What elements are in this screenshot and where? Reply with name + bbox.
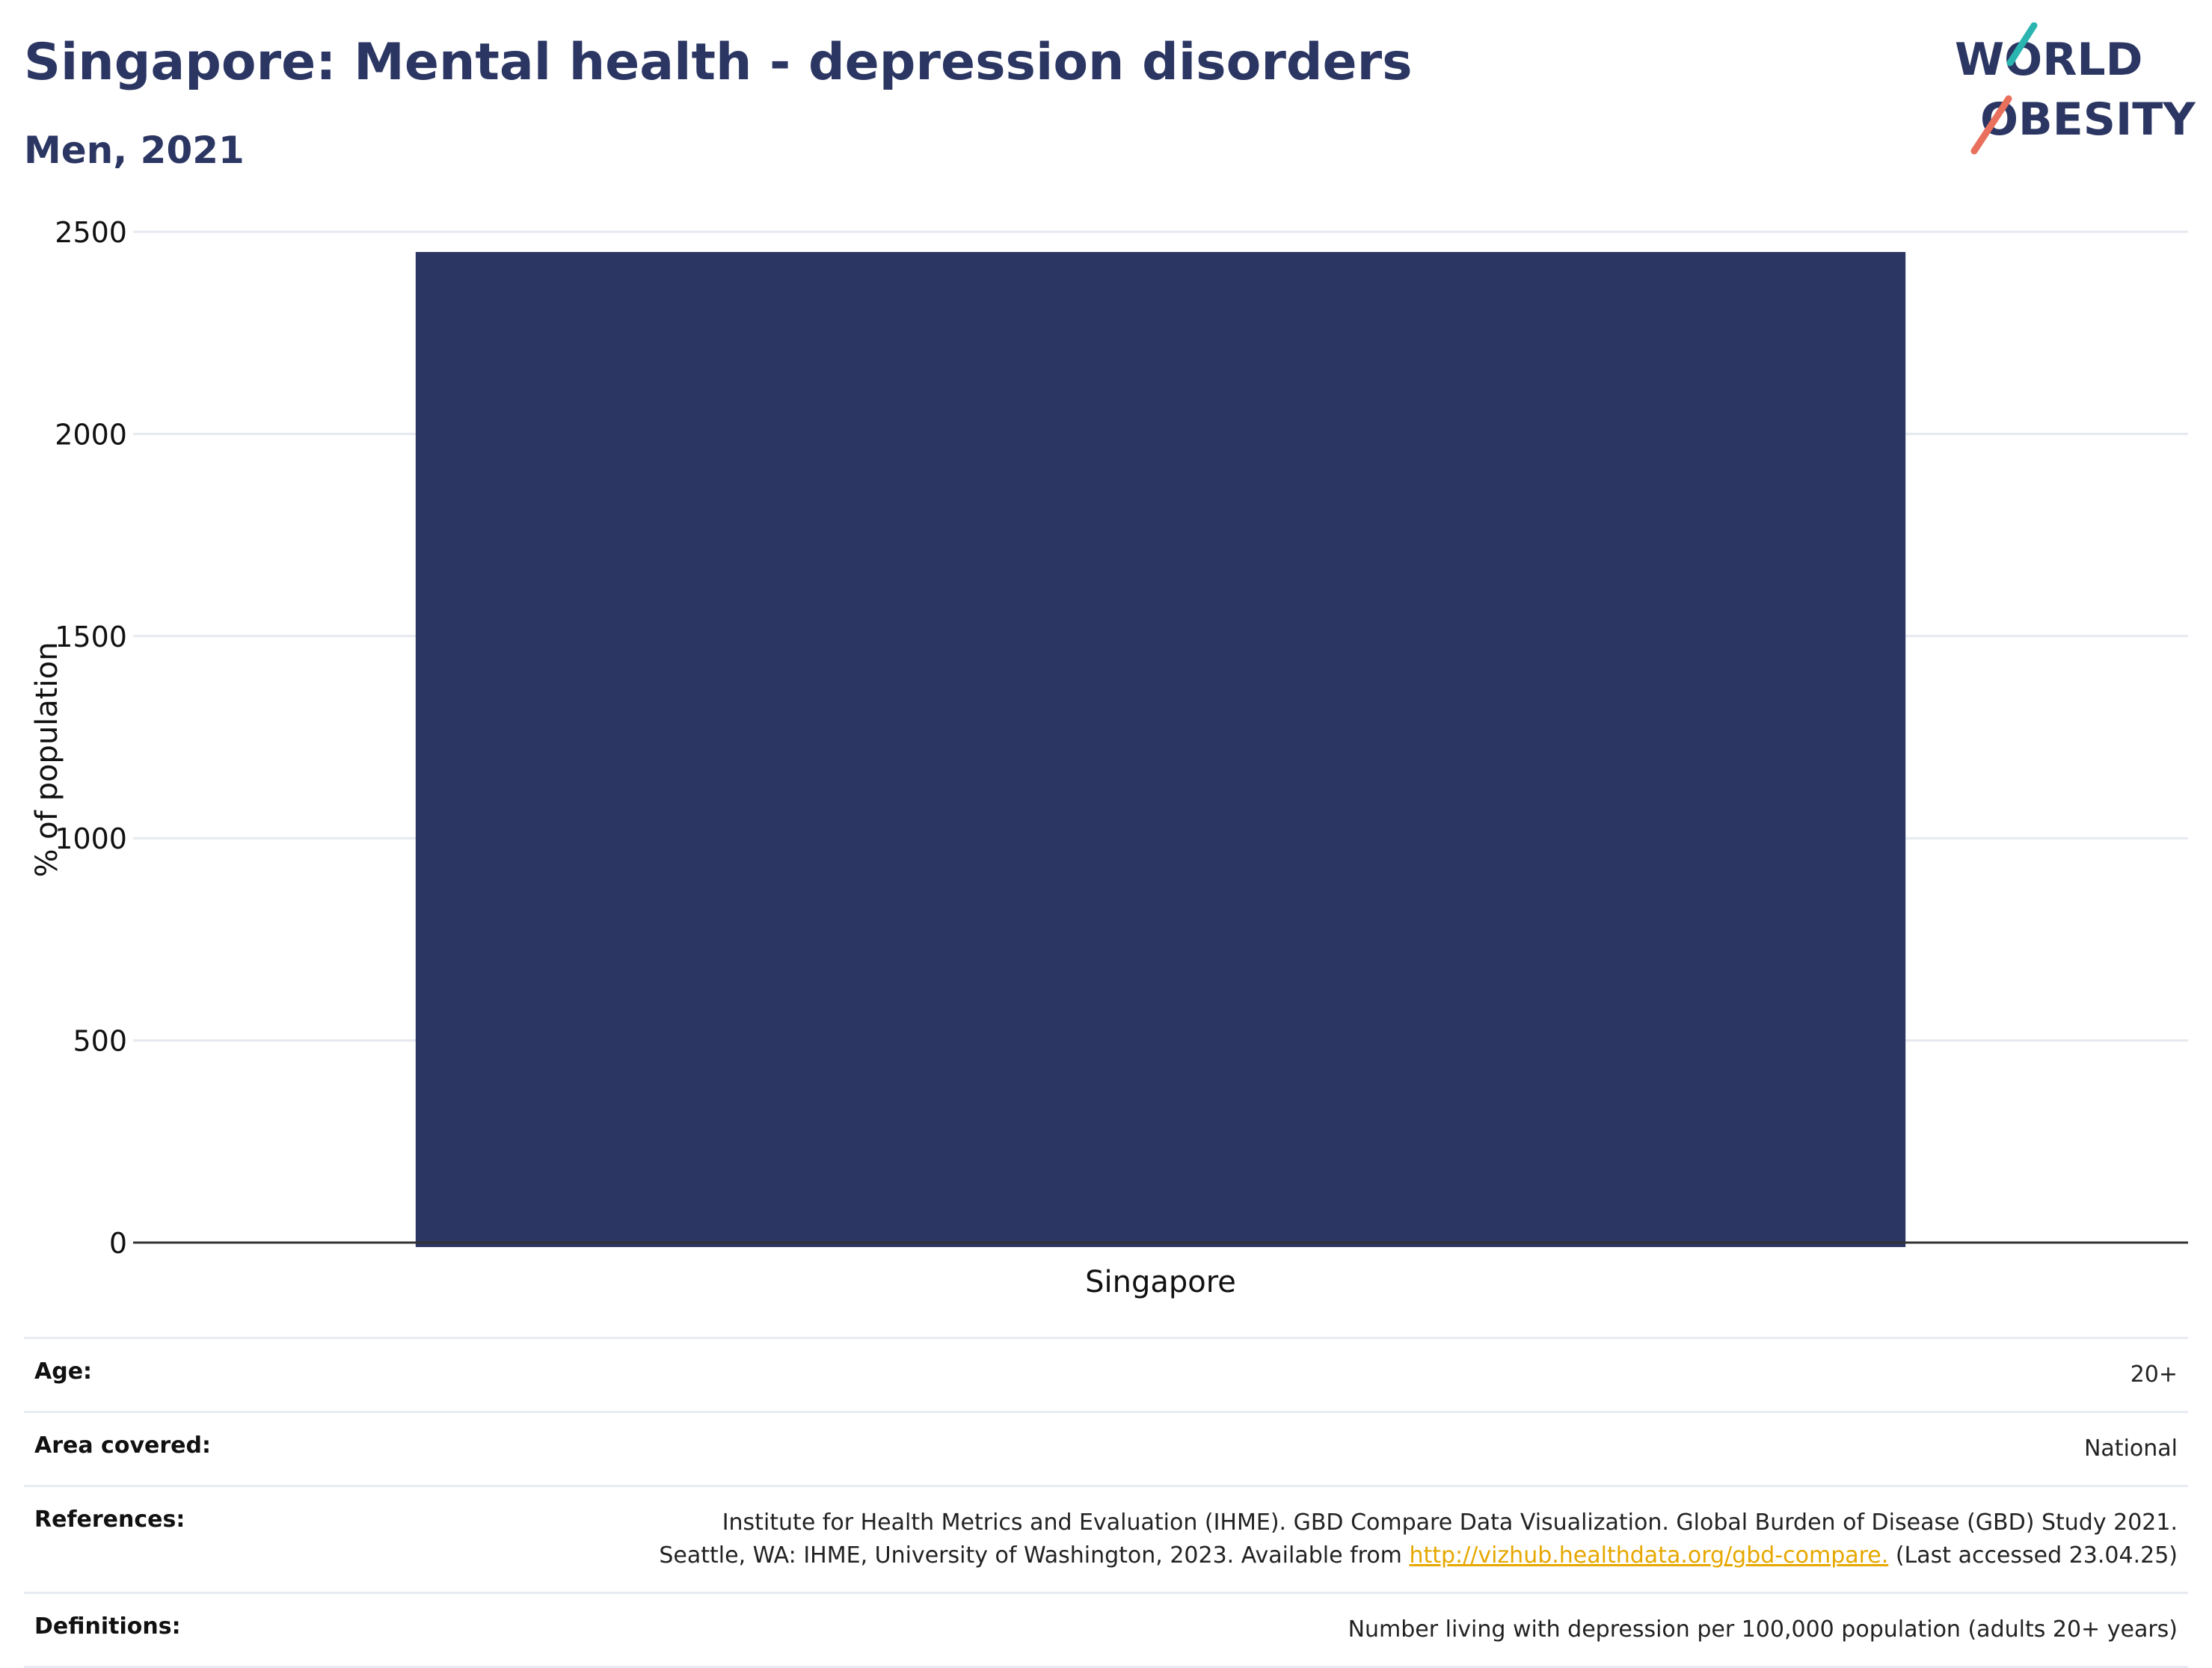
logo-line2: OBESITY: [1980, 93, 2196, 146]
reference-line-2-pre: Seattle, WA: IHME, University of Washing…: [659, 1542, 1410, 1569]
bar: [415, 252, 1906, 1247]
definitions-label: Definitions:: [34, 1613, 181, 1640]
logo-slash-coral: [1970, 95, 2012, 155]
chart-title: Singapore: Mental health - depression di…: [24, 33, 1413, 92]
references-value: Institute for Health Metrics and Evaluat…: [659, 1507, 2178, 1572]
reference-link[interactable]: http://vizhub.healthdata.org/gbd-compare…: [1409, 1542, 1889, 1569]
y-tick-label: 0: [109, 1227, 127, 1260]
y-tick-labels: 0 500 1000 1500 2000 2500: [55, 216, 127, 1260]
y-axis-label: % of population: [30, 642, 64, 878]
meta-row-references: References: Institute for Health Metrics…: [24, 1485, 2188, 1592]
references-label: References:: [34, 1507, 185, 1533]
y-tick-label: 1000: [55, 822, 127, 855]
chart-subtitle: Men, 2021: [24, 129, 245, 172]
meta-row-area: Area covered: National: [24, 1411, 2188, 1485]
logo-line1: WORLD: [1955, 34, 2142, 86]
meta-row-definitions: Definitions: Number living with depressi…: [24, 1592, 2188, 1668]
age-value: 20+: [2130, 1361, 2178, 1388]
area-value: National: [2083, 1435, 2178, 1462]
y-tick-label: 1500: [55, 621, 127, 653]
y-tick-label: 500: [73, 1025, 127, 1058]
reference-line-1: Institute for Health Metrics and Evaluat…: [722, 1509, 2178, 1536]
x-tick-label: Singapore: [1085, 1265, 1236, 1299]
bar-chart: 0 500 1000 1500 2000 2500 Singapore % of popu…: [30, 216, 2188, 1299]
world-obesity-logo: WORLD OBESITY: [1955, 22, 2196, 155]
age-label: Age:: [34, 1358, 93, 1385]
logo-slash-teal: [2006, 22, 2038, 67]
metadata-table: Age: 20+ Area covered: National Referenc…: [24, 1337, 2188, 1668]
x-tick-labels: Singapore: [1085, 1265, 1236, 1299]
definitions-value: Number living with depression per 100,00…: [1348, 1616, 2178, 1643]
area-label: Area covered:: [34, 1432, 211, 1459]
meta-row-age: Age: 20+: [24, 1337, 2188, 1411]
reference-line-2-post: (Last accessed 23.04.25): [1888, 1542, 2178, 1569]
y-tick-label: 2000: [55, 418, 127, 451]
y-tick-label: 2500: [55, 216, 127, 249]
bars: [415, 252, 1906, 1247]
